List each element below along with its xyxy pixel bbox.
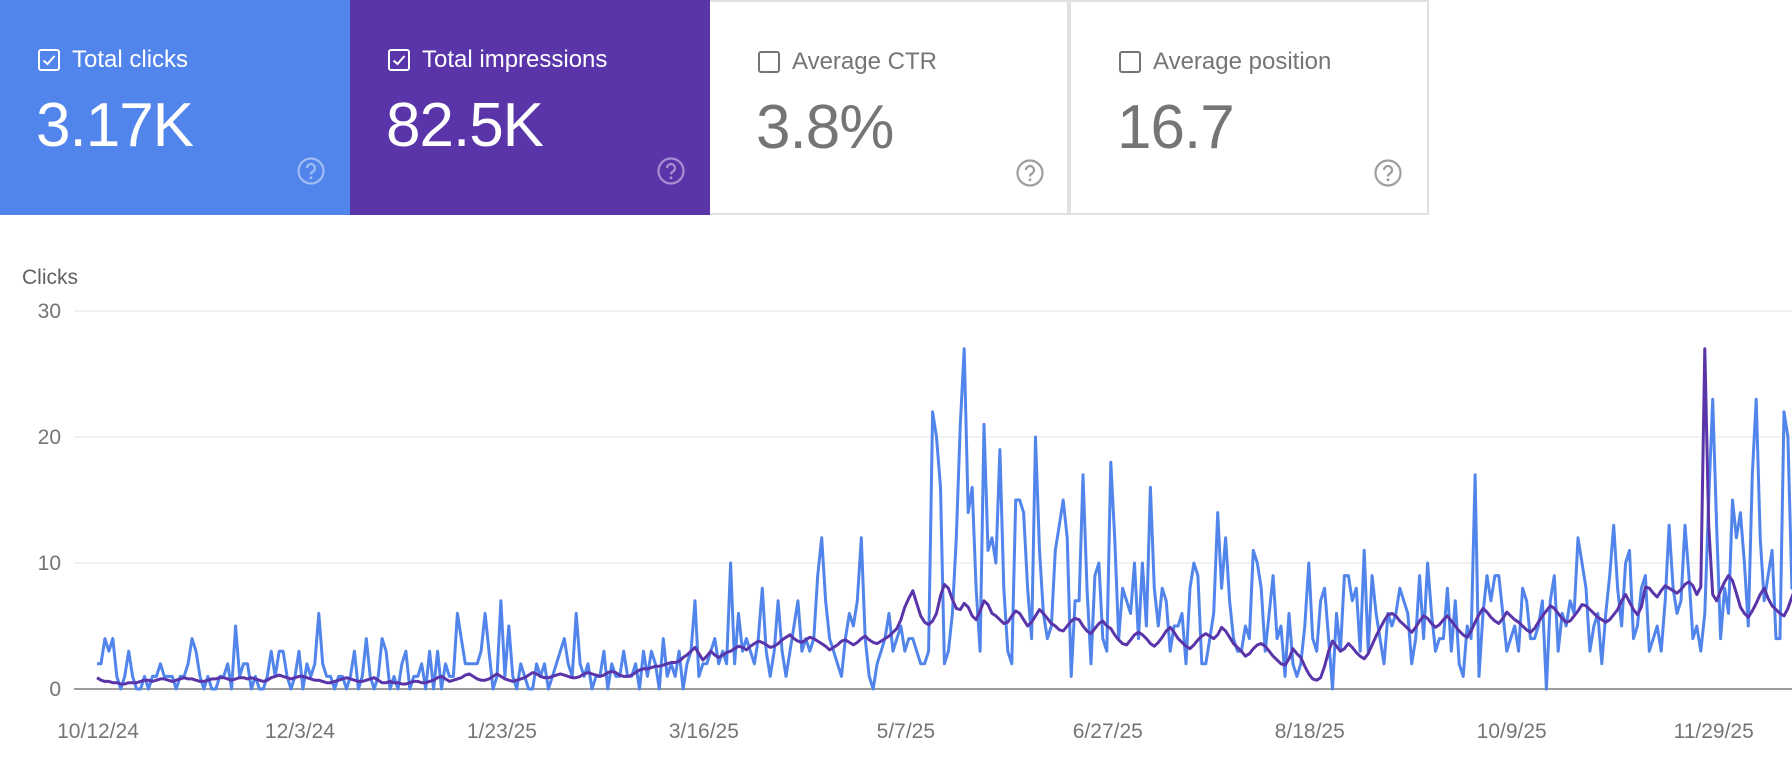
x-tick-label: 12/3/24 xyxy=(265,720,335,743)
checkbox-checked-icon[interactable] xyxy=(388,49,410,71)
gridlines xyxy=(74,310,1792,690)
metric-card-average-ctr[interactable]: Average CTR 3.8% xyxy=(710,0,1069,215)
y-tick-label: 20 xyxy=(38,426,61,449)
x-tick-label: 10/9/25 xyxy=(1477,720,1547,743)
metric-card-total-impressions[interactable]: Total impressions 82.5K xyxy=(350,0,710,215)
x-tick-label: 6/27/25 xyxy=(1073,720,1143,743)
help-circle-icon[interactable] xyxy=(1373,158,1403,188)
metric-card-average-position[interactable]: Average position 16.7 xyxy=(1069,0,1429,215)
metric-value: 3.8% xyxy=(756,93,894,162)
metric-value: 82.5K xyxy=(386,91,544,160)
series-line-clicks xyxy=(97,347,1792,691)
metric-label: Average position xyxy=(1153,48,1332,75)
metric-label: Total impressions xyxy=(422,46,608,73)
x-tick-label: 3/16/25 xyxy=(669,720,739,743)
metric-value: 3.17K xyxy=(36,91,194,160)
y-tick-label: 0 xyxy=(49,678,61,701)
y-axis-title: Clicks xyxy=(22,266,78,289)
x-tick-label: 8/18/25 xyxy=(1275,720,1345,743)
metric-value: 16.7 xyxy=(1117,93,1235,162)
metric-card-header: Average CTR xyxy=(758,48,937,76)
metric-card-header: Total impressions xyxy=(388,46,607,74)
series-line-impressions xyxy=(96,347,1792,686)
help-circle-icon[interactable] xyxy=(296,156,326,186)
metric-card-header: Average position xyxy=(1119,48,1331,76)
x-tick-label: 1/23/25 xyxy=(467,720,537,743)
x-tick-label: 11/29/25 xyxy=(1674,720,1754,743)
x-tick-labels: 10/12/24 12/3/24 1/23/25 3/16/25 5/7/25 6/27/… xyxy=(57,720,1754,743)
performance-chart: Clicks 0 10 20 30 10/12/24 12/3/24 1/23/25 3/1… xyxy=(22,266,1792,743)
series-lines xyxy=(96,347,1792,691)
checkbox-checked-icon[interactable] xyxy=(38,49,60,71)
checkbox-unchecked-icon[interactable] xyxy=(1119,51,1141,73)
help-circle-icon[interactable] xyxy=(656,156,686,186)
x-tick-label: 10/12/24 xyxy=(57,720,139,743)
help-circle-icon[interactable] xyxy=(1015,158,1045,188)
x-tick-label: 5/7/25 xyxy=(877,720,935,743)
metric-card-header: Total clicks xyxy=(38,46,188,74)
metric-label: Average CTR xyxy=(792,48,937,75)
y-tick-label: 10 xyxy=(38,552,61,575)
y-tick-labels: 0 10 20 30 xyxy=(38,300,61,701)
checkbox-unchecked-icon[interactable] xyxy=(758,51,780,73)
metric-cards: Total clicks 3.17K Total impressions 82.… xyxy=(0,0,1429,215)
metric-card-total-clicks[interactable]: Total clicks 3.17K xyxy=(0,0,350,215)
y-tick-label: 30 xyxy=(38,300,61,323)
metric-label: Total clicks xyxy=(72,46,189,73)
